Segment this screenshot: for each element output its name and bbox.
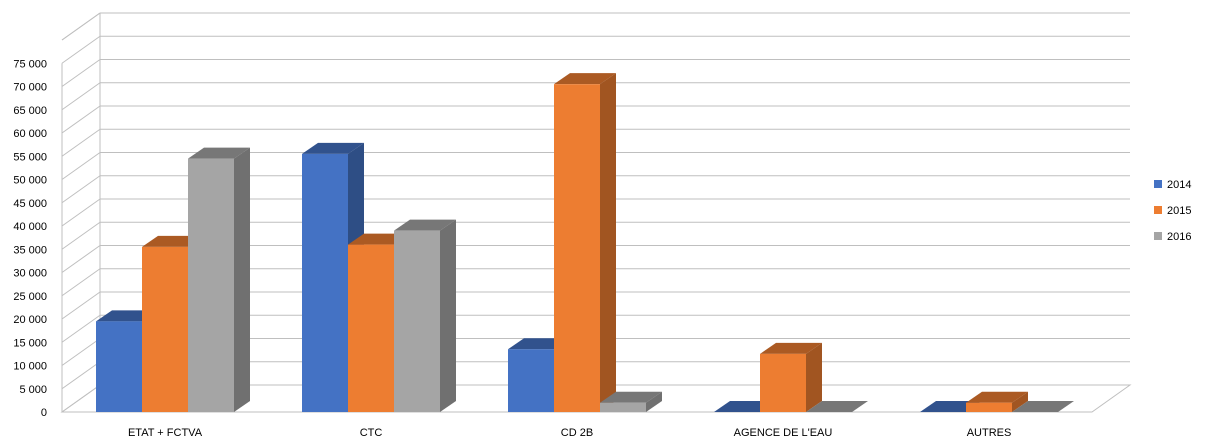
bars [96,73,1074,413]
legend-label: 2016 [1167,231,1191,243]
y-tick-label: 60 000 [13,128,47,140]
legend-label: 2015 [1167,205,1191,217]
category-label: CTC [360,427,383,439]
legend-swatch [1154,180,1162,188]
y-tick-label: 30 000 [13,268,47,280]
y-tick-label: 75 000 [13,58,47,70]
legend: 2014 2015 2016 [1154,179,1191,243]
legend-swatch [1154,232,1162,240]
bar [394,219,456,412]
y-tick-label: 40 000 [13,221,47,233]
legend-swatch [1154,206,1162,214]
category-label: CD 2B [561,427,593,439]
bar [806,401,868,412]
y-tick-label: 5 000 [19,384,47,396]
y-tick-label: 10 000 [13,361,47,373]
y-tick-label: 55 000 [13,151,47,163]
bar [188,147,250,412]
y-tick-label: 65 000 [13,105,47,117]
bar [760,342,822,412]
y-tick-label: 15 000 [13,337,47,349]
legend-label: 2014 [1167,179,1191,191]
y-tick-label: 45 000 [13,198,47,210]
category-label: AGENCE DE L'EAU [734,427,833,439]
category-label: AUTRES [967,427,1012,439]
y-tick-label: 50 000 [13,175,47,187]
y-tick-label: 0 [41,407,47,419]
bar [600,391,662,412]
y-tick-label: 35 000 [13,244,47,256]
y-tick-label: 25 000 [13,291,47,303]
y-tick-label: 20 000 [13,314,47,326]
bar [1012,401,1074,412]
y-axis-tick-labels: 0 5 000 10 000 15 000 20 000 25 000 30 000 35 0… [13,58,47,419]
y-tick-label: 70 000 [13,82,47,94]
x-axis-category-labels: ETAT + FCTVA CTC CD 2B AGENCE DE L'EAU AUTRE… [128,427,1011,439]
bar [554,73,616,413]
category-label: ETAT + FCTVA [128,427,203,439]
bar [966,391,1028,412]
